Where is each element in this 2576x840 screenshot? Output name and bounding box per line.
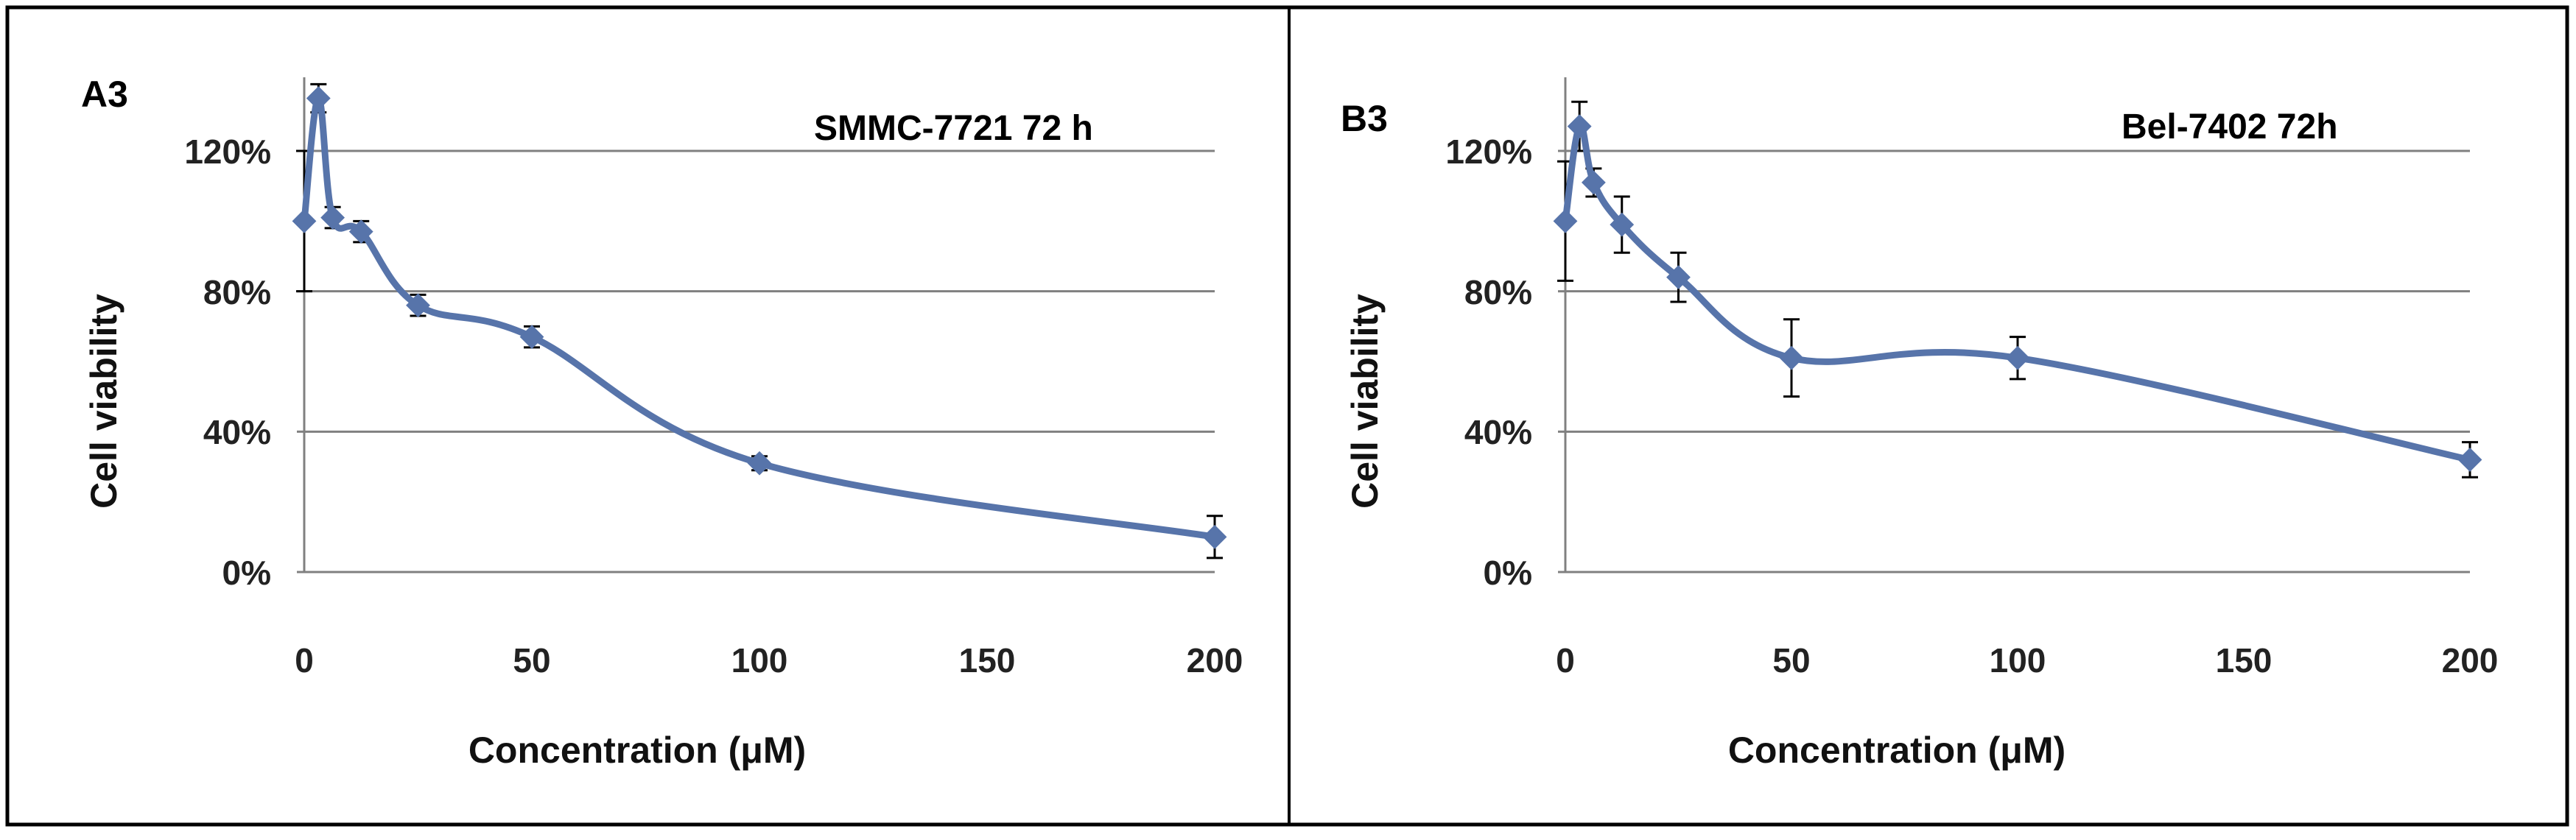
series-line — [301, 94, 1218, 540]
data-point — [292, 208, 317, 233]
panel-label: B3 — [1341, 98, 1388, 139]
x-tick-labels: 0 50 100 150 200 — [295, 641, 1243, 680]
outer-frame — [5, 5, 2569, 827]
x-tick-label: 100 — [1990, 641, 2046, 680]
data-point — [1610, 212, 1635, 237]
y-tick-labels: 0% 40% 80% 120% — [1445, 133, 1532, 592]
y-tick-label: 40% — [1464, 413, 1532, 451]
x-tick-label: 150 — [959, 641, 1016, 680]
y-tick-label: 120% — [1445, 133, 1532, 171]
y-tick-labels: 0% 40% 80% 120% — [184, 133, 271, 592]
y-tick-label: 80% — [203, 273, 271, 311]
data-point — [1567, 114, 1592, 139]
x-tick-label: 50 — [1772, 641, 1810, 680]
x-tick-labels: 0 50 100 150 200 — [1556, 641, 2498, 680]
data-point — [320, 205, 345, 230]
data-point — [348, 219, 373, 244]
y-tick-label: 40% — [203, 413, 271, 451]
panel-a3: A3 SMMC-7721 72 h Cell viability Concent… — [81, 74, 1243, 771]
y-tick-label: 80% — [1464, 273, 1532, 311]
y-tick-label: 0% — [222, 554, 271, 592]
x-tick-label: 150 — [2216, 641, 2273, 680]
data-point — [1666, 265, 1691, 290]
panel-b3: B3 Bel-7402 72h Cell viability Concentra… — [1341, 77, 2498, 771]
data-point — [2005, 345, 2030, 370]
data-point — [747, 451, 772, 476]
plot-area — [1553, 77, 2482, 573]
y-axis-label: Cell viability — [1344, 294, 1386, 509]
x-tick-label: 50 — [513, 641, 550, 680]
x-tick-label: 0 — [295, 641, 314, 680]
x-axis-label: Concentration (μM) — [468, 730, 806, 771]
x-axis-label: Concentration (μM) — [1728, 730, 2066, 771]
data-point — [306, 86, 331, 110]
data-point — [1581, 170, 1606, 195]
x-tick-label: 100 — [731, 641, 788, 680]
x-tick-label: 0 — [1556, 641, 1575, 680]
data-point — [1202, 524, 1227, 549]
series-line — [1562, 122, 2474, 463]
x-tick-label: 200 — [1187, 641, 1243, 680]
data-point — [519, 325, 544, 350]
panel-label: A3 — [81, 74, 128, 115]
y-tick-label: 0% — [1484, 554, 1532, 592]
y-axis-label: Cell viability — [83, 294, 124, 509]
chart-title: SMMC-7721 72 h — [814, 109, 1093, 148]
y-tick-label: 120% — [184, 133, 271, 171]
data-point — [406, 293, 430, 318]
data-point — [1553, 208, 1578, 233]
chart-title: Bel-7402 72h — [2121, 107, 2338, 147]
data-point — [2457, 448, 2482, 472]
data-point — [1779, 345, 1804, 370]
x-tick-label: 200 — [2442, 641, 2499, 680]
plot-area — [292, 77, 1227, 573]
